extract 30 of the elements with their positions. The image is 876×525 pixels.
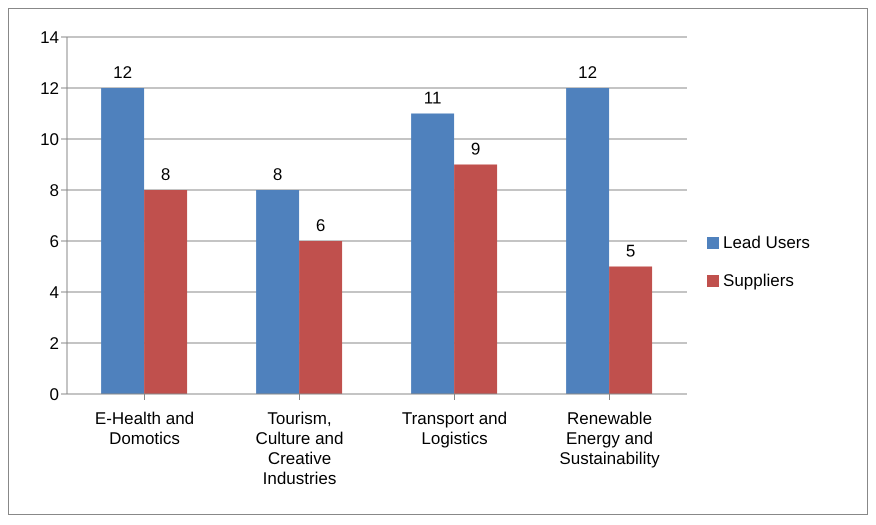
x-tick-label: Tourism, Culture and Creative Industries bbox=[256, 409, 344, 488]
data-label: 8 bbox=[272, 165, 282, 184]
data-label: 6 bbox=[316, 216, 326, 235]
y-tick-label: 10 bbox=[40, 130, 59, 150]
bar bbox=[256, 190, 300, 394]
data-label: 12 bbox=[578, 63, 598, 82]
data-label: 11 bbox=[424, 88, 442, 108]
data-label: 8 bbox=[160, 165, 170, 184]
data-label: 5 bbox=[626, 242, 636, 260]
y-tick-label: 0 bbox=[50, 385, 59, 404]
y-tick-label: 2 bbox=[50, 334, 59, 354]
x-tick-label: E-Health and Domotics bbox=[94, 409, 194, 448]
legend-label: Suppliers bbox=[723, 270, 794, 290]
bar bbox=[454, 164, 498, 394]
bar bbox=[411, 114, 454, 394]
x-tick-label: Renewable Energy and Sustainability bbox=[559, 409, 660, 468]
y-tick-label: 8 bbox=[50, 181, 59, 200]
bar bbox=[299, 241, 342, 394]
bar bbox=[566, 88, 610, 394]
data-label: 12 bbox=[113, 63, 132, 82]
y-tick-label: 14 bbox=[40, 28, 59, 48]
bar bbox=[101, 88, 144, 394]
data-label: 9 bbox=[470, 140, 480, 158]
x-tick-label: Transport and Logistics bbox=[402, 409, 508, 448]
y-tick-label: 12 bbox=[40, 79, 59, 98]
bar bbox=[609, 266, 652, 394]
y-tick-label: 4 bbox=[50, 283, 59, 302]
y-tick-label: 6 bbox=[50, 232, 59, 252]
bar bbox=[144, 190, 188, 394]
legend-label: Lead Users bbox=[723, 232, 810, 252]
